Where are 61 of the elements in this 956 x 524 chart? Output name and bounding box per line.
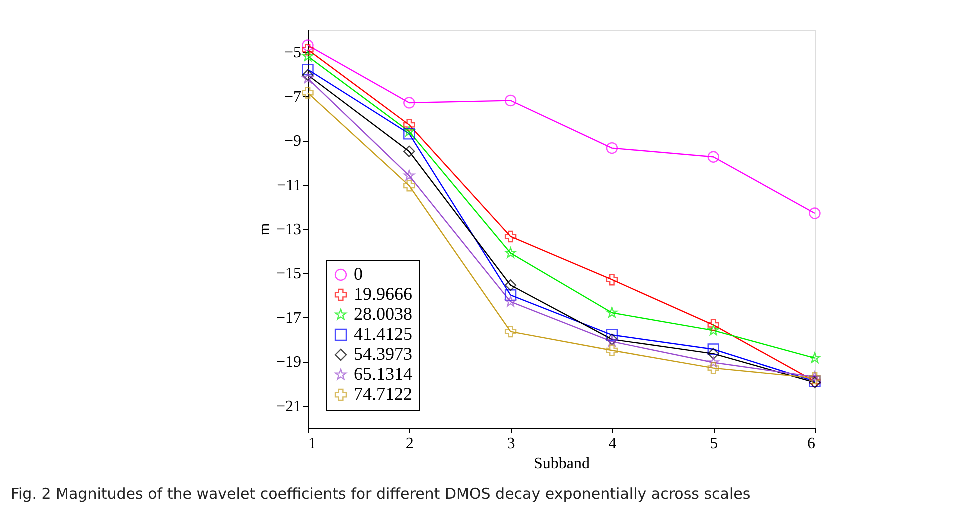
point bbox=[708, 151, 720, 163]
point bbox=[404, 170, 415, 181]
y-tick-label: −7 bbox=[284, 88, 302, 106]
y-tick-label: −11 bbox=[277, 177, 302, 194]
legend-label: 19.9666 bbox=[354, 284, 412, 304]
legend-label: 28.0038 bbox=[354, 304, 412, 324]
point bbox=[302, 87, 314, 99]
caption: Fig. 2 Magnitudes of the wavelet coefficients for different DMOS decay exponentially across scales bbox=[10, 485, 751, 503]
point bbox=[504, 230, 517, 243]
point bbox=[606, 329, 618, 341]
y-tick-label: −19 bbox=[276, 354, 302, 372]
y-tick-label: −9 bbox=[284, 133, 302, 150]
point bbox=[302, 40, 314, 52]
x-tick-label: 2 bbox=[406, 436, 414, 452]
point bbox=[504, 94, 517, 107]
point bbox=[606, 307, 618, 318]
point bbox=[404, 128, 416, 140]
x-tick-label: 6 bbox=[808, 436, 816, 452]
point bbox=[404, 119, 416, 131]
x-tick-label: 3 bbox=[507, 436, 516, 452]
y-tick-label: −15 bbox=[276, 266, 302, 283]
x-tick-label: 5 bbox=[710, 436, 718, 452]
y-axis-title: m bbox=[256, 222, 274, 236]
y-tick-label: −17 bbox=[276, 310, 302, 327]
y-tick-label: −5 bbox=[284, 44, 302, 62]
point bbox=[505, 296, 516, 307]
point bbox=[404, 126, 415, 137]
point bbox=[302, 50, 314, 62]
point bbox=[809, 352, 821, 364]
point bbox=[504, 280, 517, 292]
legend-label: 74.7122 bbox=[354, 384, 412, 404]
y-tick-label: −21 bbox=[276, 398, 302, 416]
point bbox=[404, 97, 416, 109]
point bbox=[504, 326, 517, 338]
point bbox=[404, 146, 416, 158]
point bbox=[606, 344, 618, 356]
point bbox=[302, 44, 314, 56]
point bbox=[302, 72, 314, 84]
point bbox=[708, 319, 720, 332]
x-tick-label: 4 bbox=[608, 436, 617, 452]
point bbox=[708, 344, 720, 356]
point bbox=[708, 348, 720, 360]
point bbox=[708, 324, 720, 336]
point bbox=[809, 208, 821, 220]
legend-label: 41.4125 bbox=[354, 324, 412, 344]
point bbox=[809, 371, 821, 382]
point bbox=[404, 180, 416, 192]
y-tick-label: −13 bbox=[276, 222, 302, 238]
point bbox=[302, 64, 314, 76]
legend-label: 65.1314 bbox=[354, 364, 412, 384]
point bbox=[302, 69, 314, 82]
legend-label: 0 bbox=[354, 264, 363, 284]
legend-label: 54.3973 bbox=[354, 344, 412, 364]
point bbox=[708, 356, 720, 368]
point bbox=[505, 247, 516, 258]
x-axis-title: Subband bbox=[534, 456, 590, 472]
point bbox=[708, 362, 720, 374]
x-tick-label: 1 bbox=[308, 436, 316, 452]
point bbox=[504, 289, 517, 302]
point bbox=[606, 274, 618, 286]
point bbox=[606, 142, 618, 154]
